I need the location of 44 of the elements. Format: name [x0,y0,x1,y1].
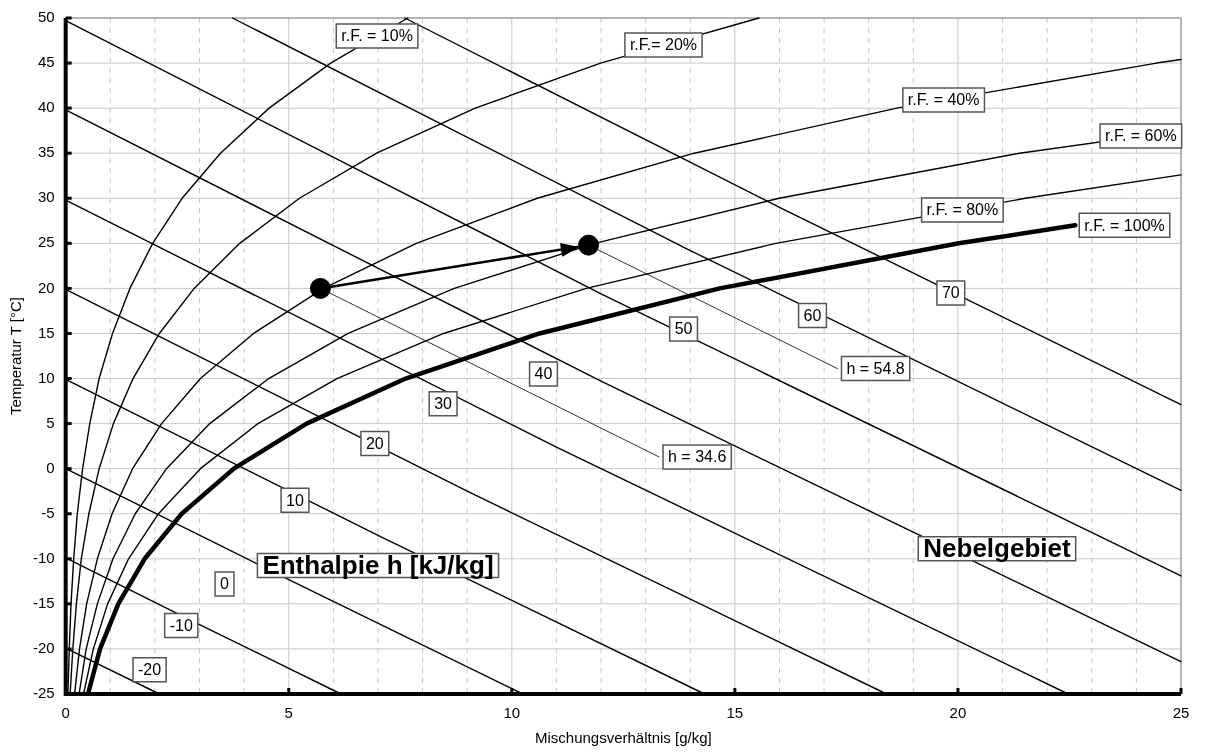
annotation: Enthalpie h [kJ/kg] [262,549,494,580]
y-tick-label: -20 [32,639,55,657]
x-tick-label: 10 [503,704,521,722]
annotation: 30 [434,395,453,413]
annotation: r.F. = 10% [341,27,413,45]
annotation: 70 [941,284,960,302]
y-tick-label: 20 [37,278,55,296]
x-tick-label: 0 [61,704,70,722]
annotation: h = 34.6 [668,448,727,466]
y-tick-label: -10 [32,548,55,566]
y-tick-label: 0 [46,458,55,476]
x-tick-label: 25 [1172,704,1190,722]
x-axis-title: Mischungsverhältnis [g/kg] [534,729,712,747]
annotation: 10 [286,491,304,509]
annotation: r.F. = 40% [907,91,980,109]
y-tick-label: 10 [37,368,55,386]
y-tick-label: 50 [37,8,55,26]
annotation: 20 [365,434,384,452]
y-tick-label: 45 [37,53,55,71]
annotation: r.F. = 100% [1084,216,1165,234]
x-tick-label: 20 [949,704,967,722]
y-tick-label: 25 [37,233,55,251]
y-tick-label: 40 [37,98,55,116]
x-tick-label: 15 [726,704,744,722]
annotation: -10 [169,616,193,634]
annotation: Nebelgebiet [923,532,1071,563]
y-tick-label: -15 [32,594,55,612]
annotation: h = 54.8 [846,360,905,378]
annotation: 60 [803,306,822,324]
y-tick-label: -25 [32,684,55,702]
y-tick-label: 30 [37,188,55,206]
annotation: 0 [220,575,230,593]
y-tick-label: 5 [46,413,55,431]
annotation: r.F. = 80% [926,201,999,219]
y-axis-title: Temperatur T [°C] [7,297,25,415]
annotation: 50 [674,320,693,338]
annotation: r.F. = 60% [1105,127,1177,145]
y-tick-label: 35 [37,143,55,161]
annotation: r.F.= 20% [629,36,698,54]
y-tick-label: -5 [41,503,55,521]
annotation: -20 [137,661,162,679]
annotation: 40 [534,365,553,383]
x-tick-label: 5 [284,704,293,722]
y-tick-label: 15 [37,323,55,341]
